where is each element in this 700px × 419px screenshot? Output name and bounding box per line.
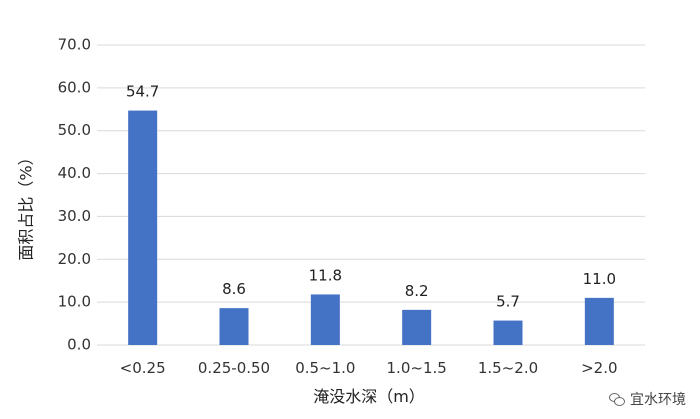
y-tick-label: 50.0 bbox=[58, 121, 91, 139]
x-tick-label: 0.5~1.0 bbox=[295, 359, 355, 377]
bar bbox=[584, 297, 614, 345]
bar bbox=[128, 110, 158, 345]
bar bbox=[493, 320, 523, 345]
x-tick-label: 0.25-0.50 bbox=[198, 359, 270, 377]
data-label: 11.0 bbox=[583, 270, 616, 288]
y-tick-label: 20.0 bbox=[58, 250, 91, 268]
x-axis-title: 淹没水深（m） bbox=[313, 387, 425, 406]
data-label: 54.7 bbox=[126, 83, 159, 101]
y-tick-label: 70.0 bbox=[58, 36, 91, 54]
bar bbox=[310, 294, 340, 345]
x-tick-labels: <0.25 0.25-0.50 0.5~1.0 1.0~1.5 1.5~2.0 >2.0 bbox=[120, 359, 618, 377]
x-tick-label: <0.25 bbox=[120, 359, 166, 377]
y-tick-label: 40.0 bbox=[58, 164, 91, 182]
watermark-text: 宜水环境 bbox=[630, 392, 686, 408]
y-tick-labels: 0.0 10.0 20.0 30.0 40.0 50.0 60.0 70.0 bbox=[58, 36, 91, 354]
bars bbox=[128, 110, 614, 345]
x-tick-label: 1.0~1.5 bbox=[387, 359, 447, 377]
wechat-icon bbox=[609, 392, 625, 406]
data-labels: 54.7 8.6 11.8 8.2 5.7 11.0 bbox=[126, 83, 616, 311]
x-tick-label: 1.5~2.0 bbox=[478, 359, 538, 377]
y-tick-label: 30.0 bbox=[58, 207, 91, 225]
data-label: 8.2 bbox=[405, 282, 429, 300]
y-tick-label: 60.0 bbox=[58, 78, 91, 96]
y-axis-title: 面积占比（%） bbox=[17, 149, 36, 260]
bar bbox=[402, 309, 432, 345]
data-label: 11.8 bbox=[309, 266, 342, 284]
watermark: 宜水环境 bbox=[609, 389, 686, 409]
y-tick-label: 10.0 bbox=[58, 293, 91, 311]
data-label: 5.7 bbox=[496, 293, 520, 311]
gridlines bbox=[97, 44, 645, 346]
data-label: 8.6 bbox=[222, 280, 246, 298]
y-tick-label: 0.0 bbox=[67, 336, 91, 354]
bar bbox=[219, 308, 249, 345]
x-tick-label: >2.0 bbox=[581, 359, 617, 377]
